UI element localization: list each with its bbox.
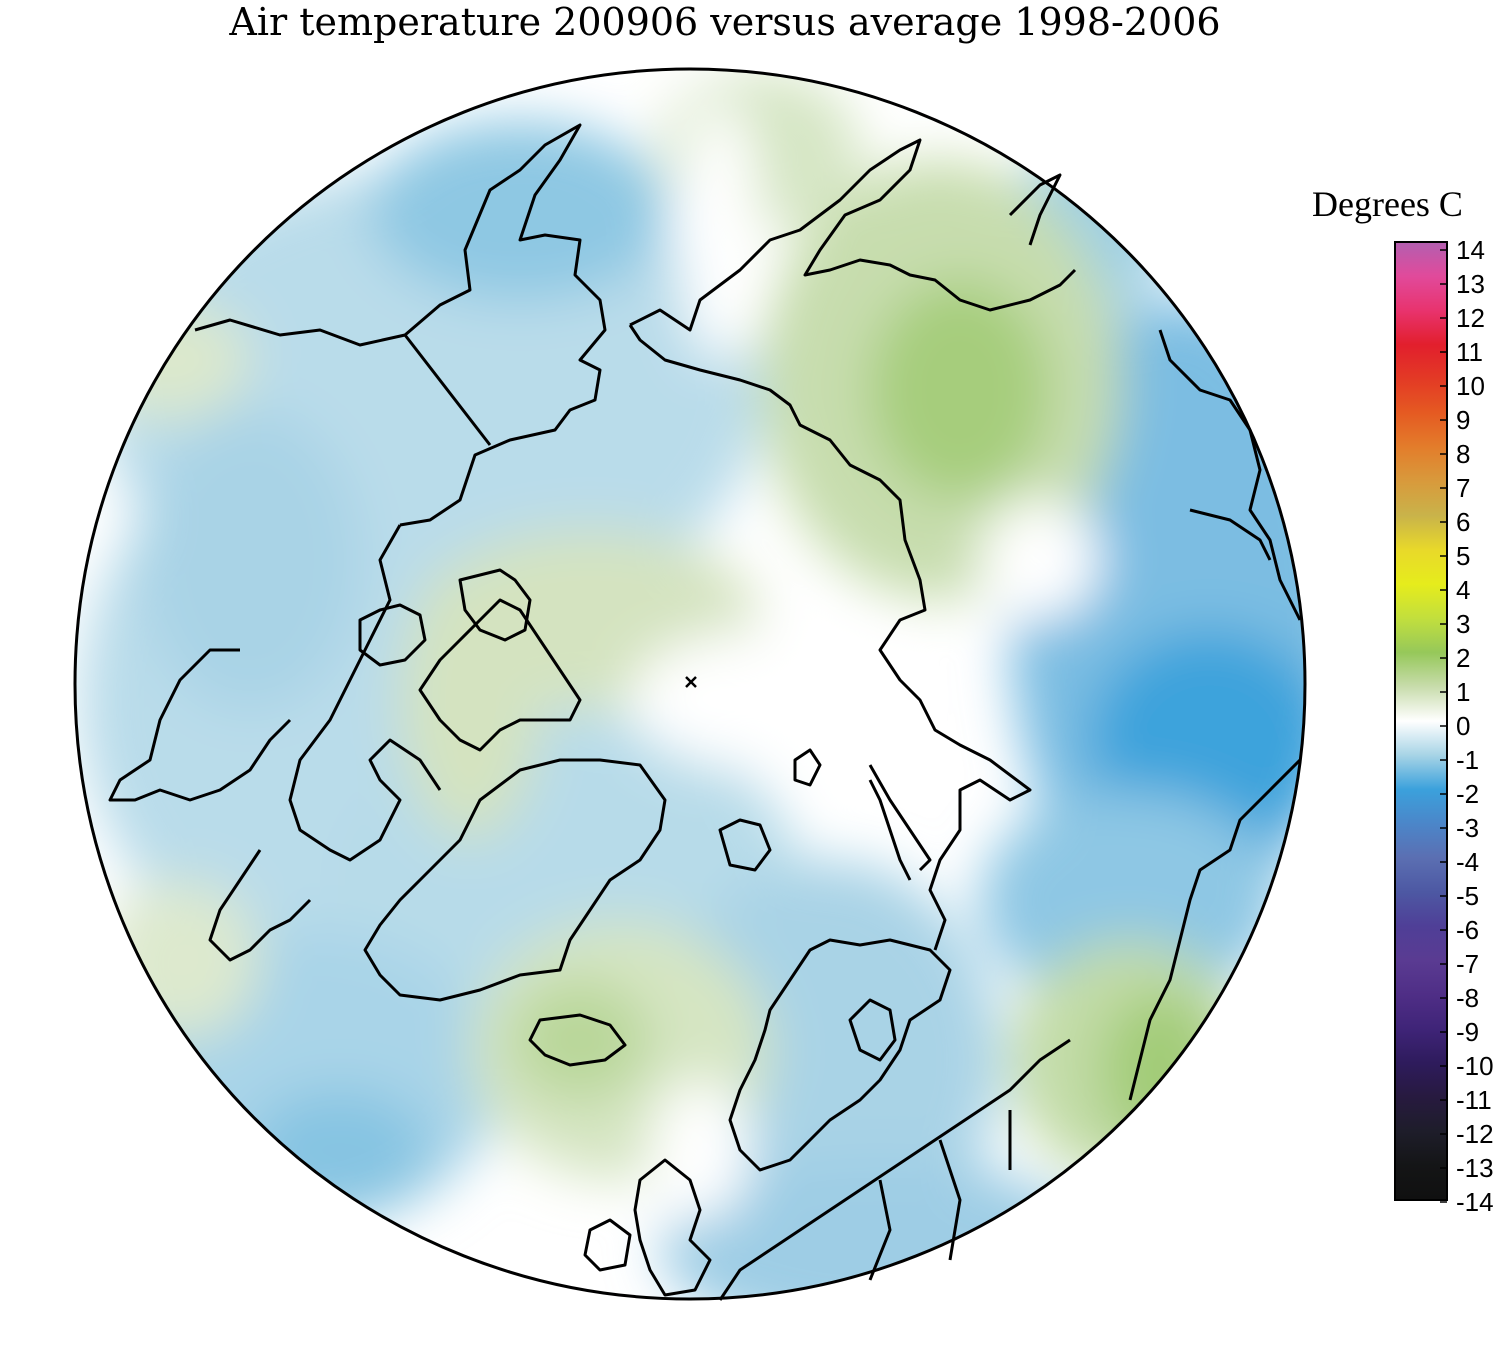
colorbar-tick-label: -6 [1456, 915, 1479, 945]
legend-title: Degrees C [1312, 184, 1463, 224]
coastline-europe [718, 1038, 1071, 1301]
colorbar-ticks: 14131211109876543210-1-2-3-4-5-6-7-8-9-1… [1440, 235, 1494, 1217]
colorbar-tick-label: 7 [1456, 473, 1470, 503]
colorbar-tick-label: 13 [1456, 269, 1485, 299]
colorbar-gradient [1394, 241, 1448, 1201]
island-ireland [583, 1218, 632, 1272]
colorbar-tick-label: 8 [1456, 439, 1470, 469]
colorbar-tick-label: 4 [1456, 575, 1470, 605]
colorbar-tick-label: 5 [1456, 541, 1470, 571]
coastline-east-china [1128, 758, 1302, 1101]
map-title: Air temperature 200906 versus average 19… [229, 0, 1221, 44]
coastline-east-asia [1158, 329, 1302, 621]
map-boundary-circle [73, 67, 1307, 1301]
colorbar-tick-label: -4 [1456, 847, 1479, 877]
coastline-kamchatka [1008, 173, 1062, 246]
coastline-scandinavia [728, 938, 952, 1172]
colorbar-tick-label: -11 [1456, 1085, 1492, 1115]
colorbar-tick-label: 11 [1456, 337, 1483, 367]
colorbar-tick-label: 9 [1456, 405, 1470, 435]
island-baffin [418, 598, 582, 752]
colorbar-tick-label: -12 [1456, 1119, 1494, 1149]
colorbar-tick-label: 0 [1456, 711, 1470, 741]
colorbar-tick-label: -10 [1456, 1051, 1494, 1081]
colorbar-tick-label: -3 [1456, 813, 1479, 843]
temperature-anomaly-field [75, 69, 1305, 1299]
colorbar-tick-label: -8 [1456, 983, 1479, 1013]
coastline-labrador [208, 849, 312, 962]
island-novaya-zemlya [868, 779, 912, 881]
island-victoria [358, 603, 427, 667]
coastline-canada-mainland [288, 524, 442, 862]
colorbar-tick-label: -1 [1456, 745, 1479, 775]
colorbar-tick-label: 14 [1456, 235, 1485, 265]
colorbar-tick-label: -14 [1456, 1187, 1494, 1217]
colorbar-tick-label: 6 [1456, 507, 1470, 537]
border-alaska-canada [403, 334, 492, 446]
island-franz-josef [793, 748, 822, 787]
island-svalbard [718, 818, 772, 872]
colorbar-tick-label: 1 [1456, 677, 1470, 707]
colorbar-tick-label: 2 [1456, 643, 1470, 673]
colorbar-tick-label: -5 [1456, 881, 1479, 911]
north-pole-marker [685, 676, 697, 688]
island-iceland [528, 1013, 627, 1067]
colorbar-tick-label: -9 [1456, 1017, 1479, 1047]
colorbar-tick-label: 10 [1456, 371, 1485, 401]
coastlines [108, 123, 1302, 1301]
coastline-taimyr [868, 764, 932, 872]
coastline-baltic [848, 998, 897, 1062]
coastline-chukotka [629, 138, 1077, 332]
island-great-britain [633, 1158, 712, 1297]
island-ellesmere [458, 568, 532, 642]
colorbar-tick-label: 3 [1456, 609, 1470, 639]
coastline-siberia-north [628, 324, 1032, 951]
colorbar-tick-label: -2 [1456, 779, 1479, 809]
coastline-greenland [363, 758, 667, 1002]
colorbar-tick-label: -13 [1456, 1153, 1494, 1183]
coastline-hudson-bay [108, 648, 292, 802]
legend-colorbar: 14131211109876543210-1-2-3-4-5-6-7-8-9-1… [1394, 235, 1494, 1217]
colorbar-tick-label: -7 [1456, 949, 1479, 979]
colorbar-tick-label: 12 [1456, 303, 1485, 333]
